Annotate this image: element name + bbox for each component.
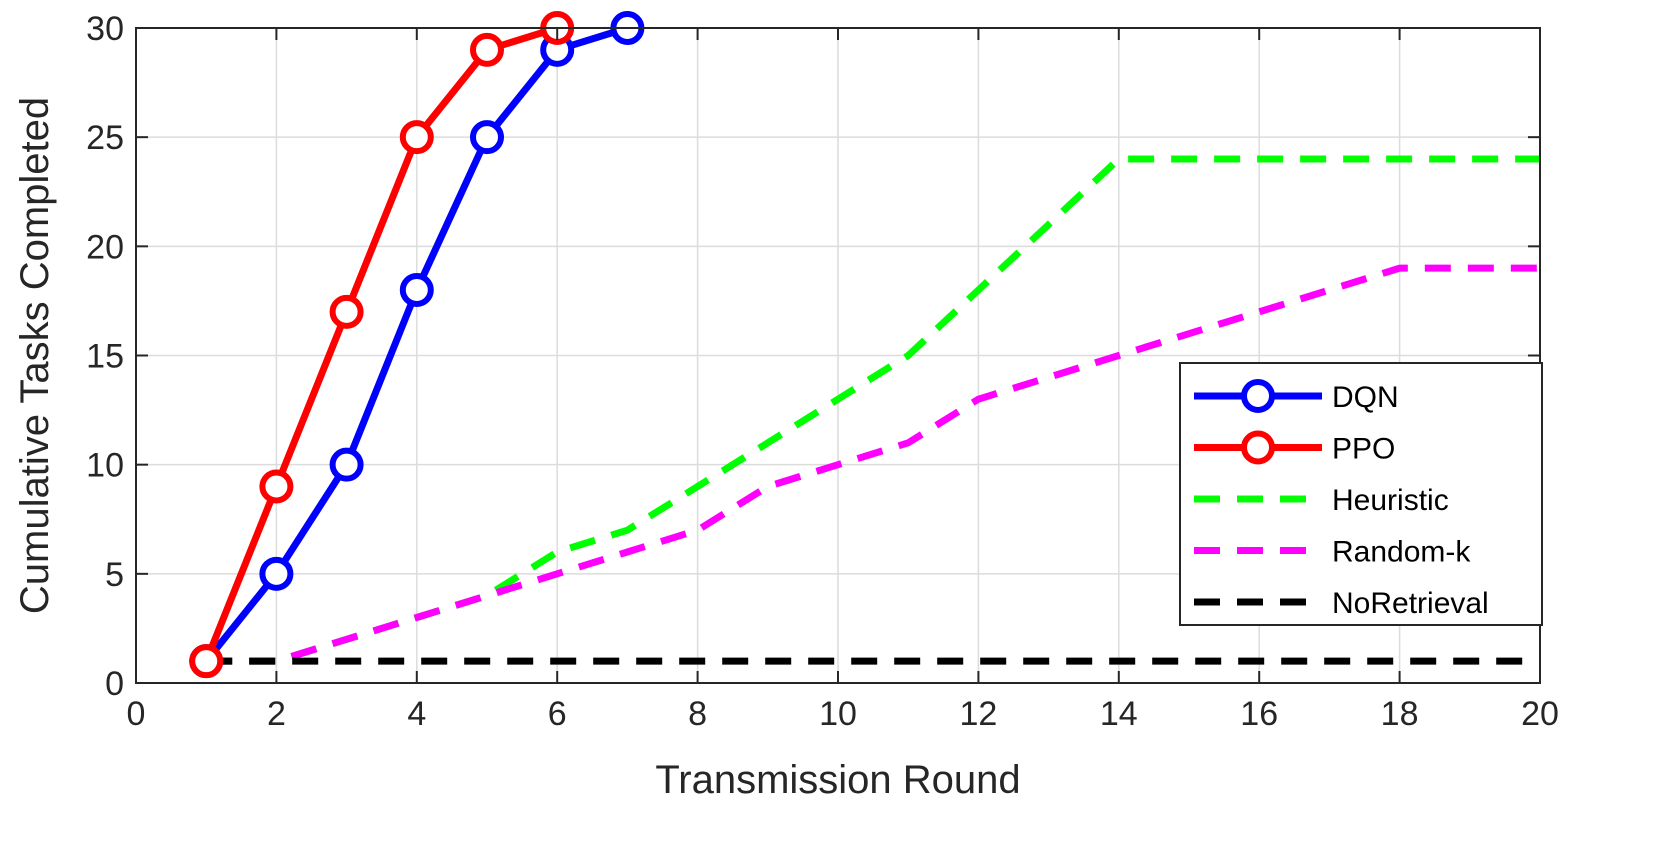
y-tick-label: 10 xyxy=(86,447,124,485)
x-tick-label: 0 xyxy=(127,695,146,733)
x-tick-label: 4 xyxy=(407,695,426,733)
data-point xyxy=(470,120,504,155)
x-tick-label: 20 xyxy=(1521,695,1559,733)
legend-item-heuristic: Heuristic xyxy=(1194,484,1449,517)
legend-marker xyxy=(1241,379,1275,413)
data-point xyxy=(329,294,364,329)
series-line-random-k xyxy=(206,264,1540,665)
legend-label: Random-k xyxy=(1332,536,1471,569)
legend-label: Heuristic xyxy=(1332,484,1449,517)
data-point xyxy=(189,644,224,679)
legend-item-ppo: PPO xyxy=(1194,430,1395,466)
y-tick-label: 20 xyxy=(86,228,124,266)
x-tick-label: 6 xyxy=(548,695,567,733)
legend-label: DQN xyxy=(1332,381,1399,414)
y-tick-label: 15 xyxy=(86,338,124,376)
x-tick-label: 10 xyxy=(819,695,857,733)
x-tick-label: 16 xyxy=(1240,695,1278,733)
data-point xyxy=(259,556,294,591)
legend-item-random-k: Random-k xyxy=(1194,536,1471,569)
legend-marker xyxy=(1241,430,1275,465)
data-point xyxy=(259,469,294,504)
legend-label: NoRetrieval xyxy=(1332,587,1489,620)
series-layer xyxy=(189,11,1540,679)
x-tick-label: 12 xyxy=(959,695,997,733)
legend-item-noretrieval: NoRetrieval xyxy=(1194,587,1489,620)
series-random-k xyxy=(206,264,1540,665)
x-tick-label: 2 xyxy=(267,695,286,733)
data-point xyxy=(470,32,504,67)
x-tick-label: 18 xyxy=(1381,695,1419,733)
data-point xyxy=(329,447,364,482)
y-tick-label: 5 xyxy=(105,556,124,594)
y-tick-label: 25 xyxy=(86,119,124,157)
series-ppo xyxy=(189,11,575,679)
y-tick-label: 0 xyxy=(105,665,124,703)
data-point xyxy=(399,273,434,307)
legend: DQN PPO Heuristic Random-k NoRetrieval xyxy=(1179,362,1543,626)
x-axis-label: Transmission Round xyxy=(655,758,1020,802)
y-axis-label: Cumulative Tasks Completed xyxy=(13,97,57,614)
x-tick-label: 14 xyxy=(1100,695,1138,733)
x-tick-label: 8 xyxy=(688,695,707,733)
y-tick-label: 30 xyxy=(86,10,124,48)
legend-box xyxy=(1179,362,1543,626)
legend-label: PPO xyxy=(1332,433,1395,466)
data-point xyxy=(399,120,434,155)
legend-item-dqn: DQN xyxy=(1194,379,1399,414)
